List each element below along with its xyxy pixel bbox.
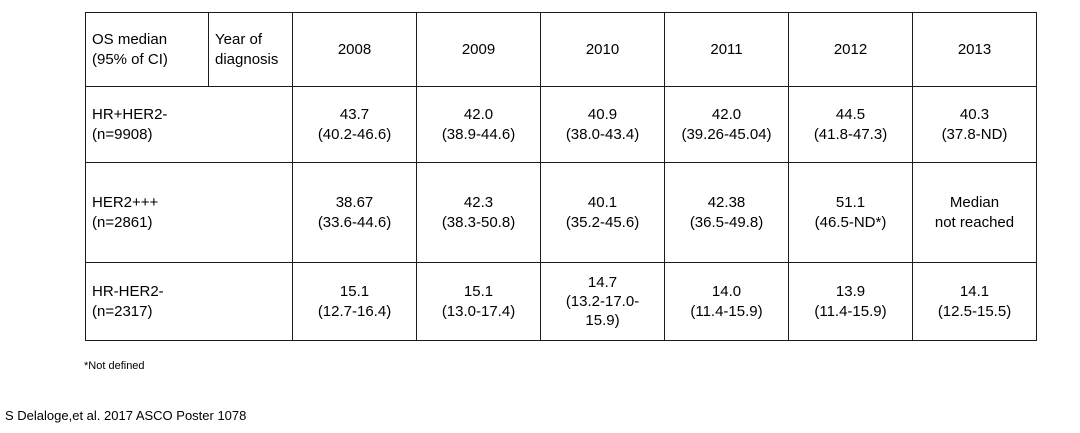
cell-hr-pos-her2-neg-2010: 40.9 (38.0-43.4) [540,86,665,163]
cell-her2-plus-2008: 38.67 (33.6-44.6) [292,162,417,263]
row-label-hr-neg-her2-neg: HR-HER2- (n=2317) [85,262,293,341]
cell-her2-plus-2013: Median not reached [912,162,1037,263]
header-os-median-ci: OS median (95% of CI) [85,12,209,87]
header-year-2011: 2011 [664,12,789,87]
header-year-2010: 2010 [540,12,665,87]
row-label-hr-pos-her2-neg: HR+HER2- (n=9908) [85,86,293,163]
header-year-of-diagnosis: Year of diagnosis [208,12,293,87]
footnote-not-defined: *Not defined [84,360,145,372]
citation-reference: S Delaloge,et al. 2017 ASCO Poster 1078 [5,408,247,423]
cell-hr-neg-her2-neg-2010: 14.7 (13.2-17.0- 15.9) [540,262,665,341]
cell-her2-plus-2011: 42.38 (36.5-49.8) [664,162,789,263]
cell-her2-plus-2009: 42.3 (38.3-50.8) [416,162,541,263]
os-median-table: OS median (95% of CI) Year of diagnosis … [85,12,1037,341]
cell-hr-pos-her2-neg-2012: 44.5 (41.8-47.3) [788,86,913,163]
cell-hr-neg-her2-neg-2013: 14.1 (12.5-15.5) [912,262,1037,341]
header-year-2009: 2009 [416,12,541,87]
cell-hr-neg-her2-neg-2012: 13.9 (11.4-15.9) [788,262,913,341]
cell-hr-neg-her2-neg-2009: 15.1 (13.0-17.4) [416,262,541,341]
row-label-her2-plus: HER2+++ (n=2861) [85,162,293,263]
table-row-hr-neg-her2-neg: HR-HER2- (n=2317) 15.1 (12.7-16.4) 15.1 … [85,262,1037,341]
cell-hr-pos-her2-neg-2013: 40.3 (37.8-ND) [912,86,1037,163]
cell-hr-neg-her2-neg-2008: 15.1 (12.7-16.4) [292,262,417,341]
table-row-hr-pos-her2-neg: HR+HER2- (n=9908) 43.7 (40.2-46.6) 42.0 … [85,86,1037,163]
cell-hr-pos-her2-neg-2009: 42.0 (38.9-44.6) [416,86,541,163]
header-year-2008: 2008 [292,12,417,87]
cell-hr-pos-her2-neg-2008: 43.7 (40.2-46.6) [292,86,417,163]
table-row-her2-plus: HER2+++ (n=2861) 38.67 (33.6-44.6) 42.3 … [85,162,1037,263]
header-row: OS median (95% of CI) Year of diagnosis … [85,12,1037,87]
header-year-2012: 2012 [788,12,913,87]
cell-hr-neg-her2-neg-2011: 14.0 (11.4-15.9) [664,262,789,341]
cell-her2-plus-2012: 51.1 (46.5-ND*) [788,162,913,263]
header-year-2013: 2013 [912,12,1037,87]
cell-her2-plus-2010: 40.1 (35.2-45.6) [540,162,665,263]
cell-hr-pos-her2-neg-2011: 42.0 (39.26-45.04) [664,86,789,163]
